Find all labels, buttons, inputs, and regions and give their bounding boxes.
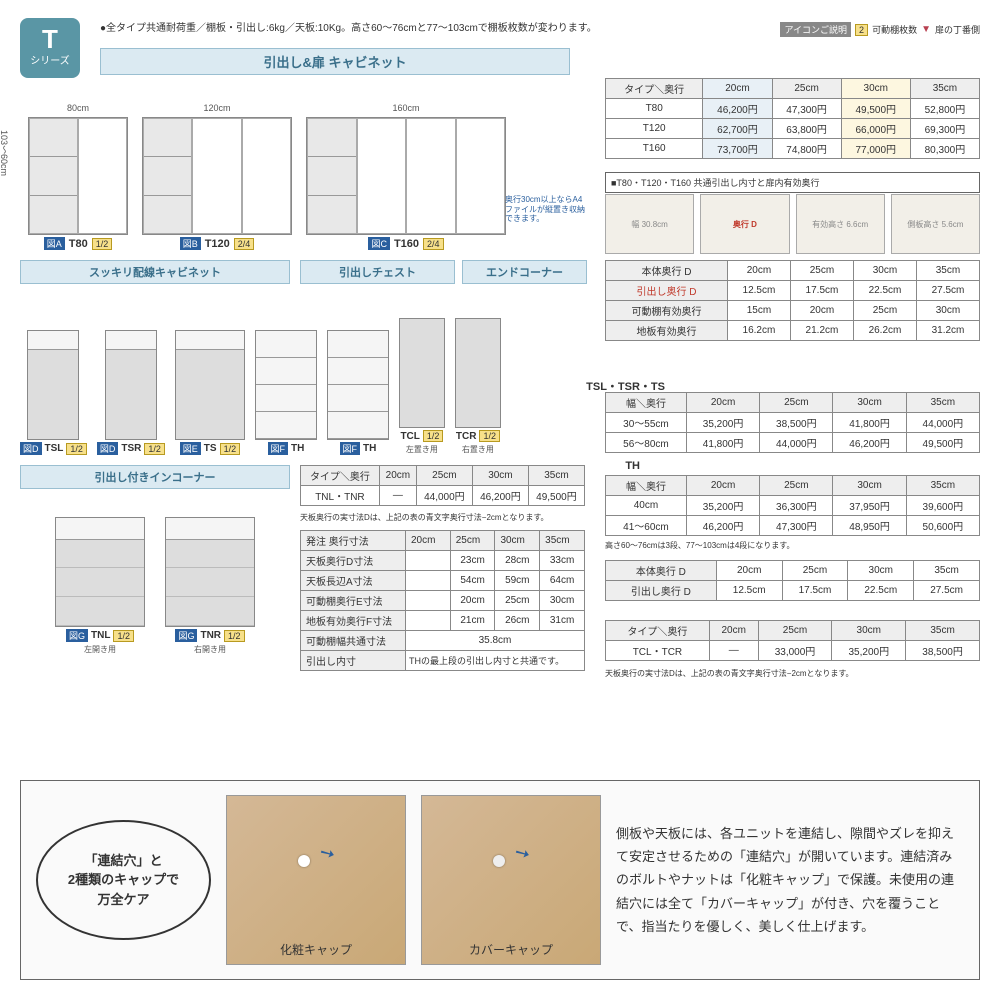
a4-note: 奥行30cm以上ならA4ファイルが縦置き収納できます。 (505, 195, 585, 224)
cabinet-item: 図F TH (255, 330, 317, 455)
depth2-table: 本体奥行 D20cm25cm30cm35cm引出し奥行 D12.5cm17.5c… (605, 560, 980, 601)
cabinet-row-3: 図GTNL1/2 左開き用 図GTNR1/2 右開き用 (20, 495, 290, 655)
corner-cabinet: 図GTNL1/2 左開き用 (55, 517, 145, 655)
zu-tag: 図A (44, 237, 65, 250)
detail-box: 奥行 D (700, 194, 789, 254)
bottom-description: 側板や天板には、各ユニットを連結し、隙間やズレを抑えて安定させるための「連結穴」… (616, 822, 964, 939)
tnl-price-table: タイプ＼奥行20cm25cm30cm35cmTNL・TNR—44,000円46,… (300, 465, 585, 506)
model-name: T80 (69, 238, 88, 250)
bottom-info-box: 「連結穴」と2種類のキャップで万全ケア ➘ 化粧キャップ ➘ カバーキャップ 側… (20, 780, 980, 980)
cabinet-row-1: 103〜60cm 80cm 図A T80 1/2 120cm 図B T120 2… (20, 80, 590, 250)
cabinet-item: 図D TSR 1/2 (97, 330, 165, 455)
dim-w: 80cm (67, 103, 89, 113)
dim-w: 160cm (392, 103, 419, 113)
model-name: T160 (394, 238, 419, 250)
section-wiring: スッキリ配線キャビネット (20, 260, 290, 284)
detail-box: 有効高さ 6.6cm (796, 194, 885, 254)
icon-legend-title: アイコンご説明 (780, 22, 851, 37)
corner-cabinet: 図GTNR1/2 右開き用 (165, 517, 255, 655)
shelf-count-icon: 2 (855, 24, 868, 36)
zu-tag: 図C (368, 237, 390, 250)
top-info-text: ●全タイプ共通耐荷重／棚板・引出し:6kg／天板:10Kg。高さ60～76cmと… (100, 22, 597, 36)
cabinet-t160: 160cm 図C T160 2/4 (306, 103, 506, 250)
cabinet-item: TCR 1/2 右置き用 (455, 318, 501, 455)
detail-note: ■T80・T120・T160 共通引出し内寸と扉内有効奥行 (605, 172, 980, 193)
ratio-badge: 2/4 (234, 238, 255, 250)
hinge-label: 扉の丁番側 (935, 23, 980, 36)
cabinet-item: 図E TS 1/2 (175, 330, 245, 455)
arrow-icon: ➘ (510, 841, 534, 867)
hinge-icon: ▼ (921, 24, 931, 35)
section-in-corner: 引出し付きインコーナー (20, 465, 290, 489)
ratio-badge: 1/2 (92, 238, 113, 250)
shelf-label: 可動棚枚数 (872, 23, 917, 36)
tsl-table: 幅＼奥行20cm25cm30cm35cm30～55cm35,200円38,500… (605, 392, 980, 453)
tcl-note: 天板奥行の実寸法Dは、上記の表の青文字奥行寸法−2cmとなります。 (605, 668, 980, 679)
cabinet-item: TCL 1/2 左置き用 (399, 318, 445, 455)
detail-box: 側板高さ 5.6cm (891, 194, 980, 254)
section-chest: 引出しチェスト (300, 260, 455, 284)
th-table: 幅＼奥行20cm25cm30cm35cm40cm35,200円36,300円37… (605, 475, 980, 536)
th-title: TH (625, 460, 640, 472)
arrow-icon: ➘ (315, 841, 339, 867)
icon-legend: アイコンご説明 2 可動棚枚数 ▼ 扉の丁番側 (780, 22, 980, 37)
series-badge: T シリーズ (20, 18, 80, 78)
cabinet-t120: 120cm 図B T120 2/4 (142, 103, 292, 250)
photo-label: カバーキャップ (469, 941, 553, 958)
cabinet-t80: 80cm 図A T80 1/2 (28, 103, 128, 250)
cabinet-item: 図F TH (327, 330, 389, 455)
price-table-main: タイプ＼奥行20cm25cm30cm35cmT8046,200円47,300円4… (605, 78, 980, 159)
depth-table: 本体奥行 D20cm25cm30cm35cm引出し奥行 D12.5cm17.5c… (605, 260, 980, 341)
cabinet-item: 図D TSL 1/2 (20, 330, 87, 455)
th-note: 高さ60～76cmは3段、77～103cmは4段になります。 (605, 540, 980, 551)
ratio-badge: 2/4 (423, 238, 444, 250)
tcl-table: タイプ＼奥行20cm25cm30cm35cmTCL・TCR—33,000円35,… (605, 620, 980, 661)
height-dim: 103〜60cm (0, 130, 11, 176)
photo-cap1: ➘ 化粧キャップ (226, 795, 406, 965)
series-label: シリーズ (20, 52, 80, 67)
detail-diagrams: 幅 30.8cm 奥行 D 有効高さ 6.6cm 側板高さ 5.6cm (605, 194, 980, 254)
photo-label: 化粧キャップ (280, 941, 352, 958)
model-name: T120 (205, 238, 230, 250)
cabinet-row-2: 図D TSL 1/2 図D TSR 1/2 図E TS 1/2 (20, 290, 590, 455)
series-letter: T (20, 26, 80, 52)
photo-cap2: ➘ カバーキャップ (421, 795, 601, 965)
main-section-title: 引出し&扉 キャビネット (100, 48, 570, 75)
section-corner: エンドコーナー (462, 260, 587, 284)
detail-box: 幅 30.8cm (605, 194, 694, 254)
tnl-note: 天板奥行の実寸法Dは、上記の表の青文字奥行寸法−2cmとなります。 (300, 512, 585, 523)
zu-tag: 図B (180, 237, 201, 250)
dim-w: 120cm (203, 103, 230, 113)
ellipse-callout: 「連結穴」と2種類のキャップで万全ケア (36, 820, 211, 940)
spec-table: 発注 奥行寸法20cm25cm30cm35cm天板奥行D寸法23cm28cm33… (300, 530, 585, 671)
